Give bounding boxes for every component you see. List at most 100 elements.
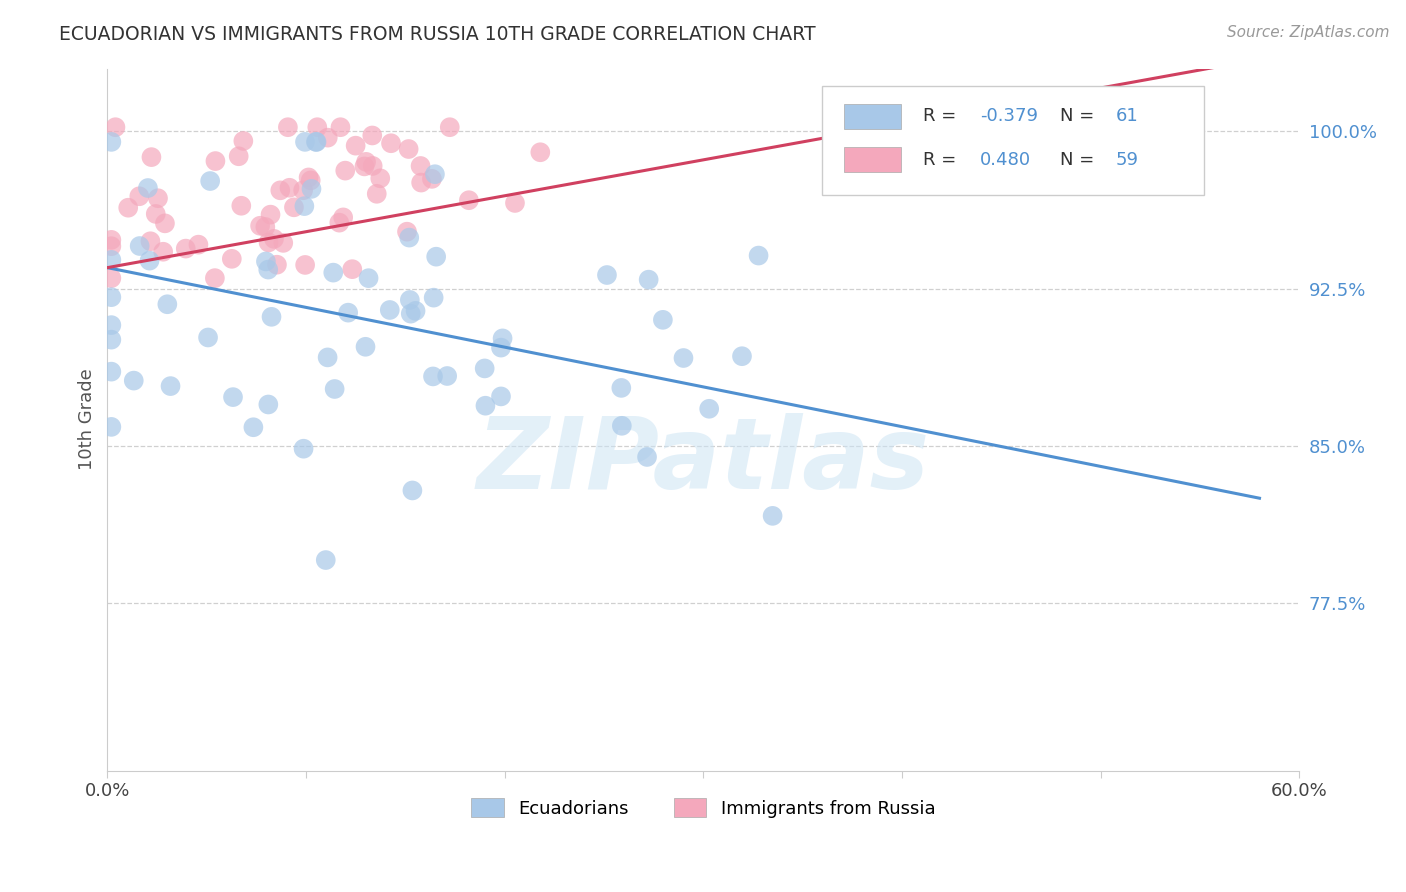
Point <box>139 234 162 248</box>
Point <box>197 330 219 344</box>
Point <box>249 219 271 233</box>
Point <box>457 193 479 207</box>
Point <box>762 508 785 523</box>
FancyBboxPatch shape <box>823 86 1204 195</box>
Point <box>491 331 513 345</box>
Point <box>503 196 526 211</box>
Point <box>380 136 402 151</box>
Point <box>187 237 209 252</box>
Point <box>141 150 163 164</box>
Text: ZIPatlas: ZIPatlas <box>477 413 929 510</box>
Point <box>328 216 350 230</box>
Point <box>257 262 280 277</box>
Point <box>398 142 420 156</box>
Point <box>368 171 391 186</box>
Point <box>307 120 329 135</box>
Point <box>242 420 264 434</box>
Point <box>395 225 418 239</box>
Point <box>263 232 285 246</box>
Point <box>269 183 291 197</box>
Point <box>271 235 294 250</box>
Point <box>156 297 179 311</box>
Point <box>204 154 226 169</box>
Point <box>100 252 122 267</box>
Point <box>378 303 401 318</box>
Point <box>294 135 316 149</box>
Point <box>221 252 243 266</box>
Point <box>228 149 250 163</box>
Point <box>322 266 344 280</box>
Point <box>292 183 315 197</box>
Point <box>474 361 496 376</box>
Point <box>316 351 339 365</box>
Point <box>529 145 551 160</box>
Point <box>596 268 619 282</box>
Point <box>637 272 659 286</box>
Point <box>222 390 245 404</box>
Text: 0.480: 0.480 <box>980 151 1031 169</box>
Point <box>316 130 339 145</box>
Point <box>651 313 673 327</box>
Point <box>104 120 127 135</box>
Text: N =: N = <box>1060 151 1099 169</box>
Point <box>353 160 375 174</box>
Point <box>748 249 770 263</box>
Point <box>145 207 167 221</box>
Point <box>128 239 150 253</box>
Text: R =: R = <box>922 107 962 125</box>
Point <box>425 250 447 264</box>
Text: -0.379: -0.379 <box>980 107 1038 125</box>
Point <box>315 553 337 567</box>
Point <box>489 389 512 403</box>
Point <box>128 189 150 203</box>
Point <box>100 135 122 149</box>
Point <box>198 174 221 188</box>
Point <box>366 186 388 201</box>
Point <box>610 418 633 433</box>
Point <box>100 239 122 253</box>
Point <box>254 219 277 234</box>
Point <box>305 135 328 149</box>
Point <box>354 340 377 354</box>
Point <box>420 172 443 186</box>
Point <box>100 420 122 434</box>
Point <box>100 233 122 247</box>
Point <box>136 181 159 195</box>
Point <box>422 369 444 384</box>
Point <box>354 154 377 169</box>
Point <box>100 333 122 347</box>
Point <box>260 310 283 324</box>
Point <box>399 293 422 307</box>
Point <box>672 351 695 365</box>
Point <box>153 216 176 230</box>
Point <box>292 442 315 456</box>
Point <box>439 120 461 135</box>
Point <box>283 200 305 214</box>
Point <box>357 271 380 285</box>
Point <box>474 399 496 413</box>
Point <box>294 258 316 272</box>
Point <box>152 244 174 259</box>
Point <box>138 253 160 268</box>
Text: Source: ZipAtlas.com: Source: ZipAtlas.com <box>1226 25 1389 40</box>
Point <box>361 128 384 143</box>
Legend: Ecuadorians, Immigrants from Russia: Ecuadorians, Immigrants from Russia <box>464 791 942 825</box>
Point <box>422 291 444 305</box>
Point <box>174 242 197 256</box>
Point <box>305 135 328 149</box>
FancyBboxPatch shape <box>844 147 901 172</box>
Point <box>399 307 422 321</box>
Point <box>342 262 364 277</box>
Text: N =: N = <box>1060 107 1099 125</box>
Point <box>401 483 423 498</box>
Point <box>100 290 122 304</box>
Point <box>259 208 281 222</box>
Text: 61: 61 <box>1116 107 1139 125</box>
Point <box>299 173 322 187</box>
Point <box>278 180 301 194</box>
Point <box>423 167 446 181</box>
Point <box>146 191 169 205</box>
Point <box>731 349 754 363</box>
Point <box>361 159 384 173</box>
FancyBboxPatch shape <box>844 103 901 129</box>
